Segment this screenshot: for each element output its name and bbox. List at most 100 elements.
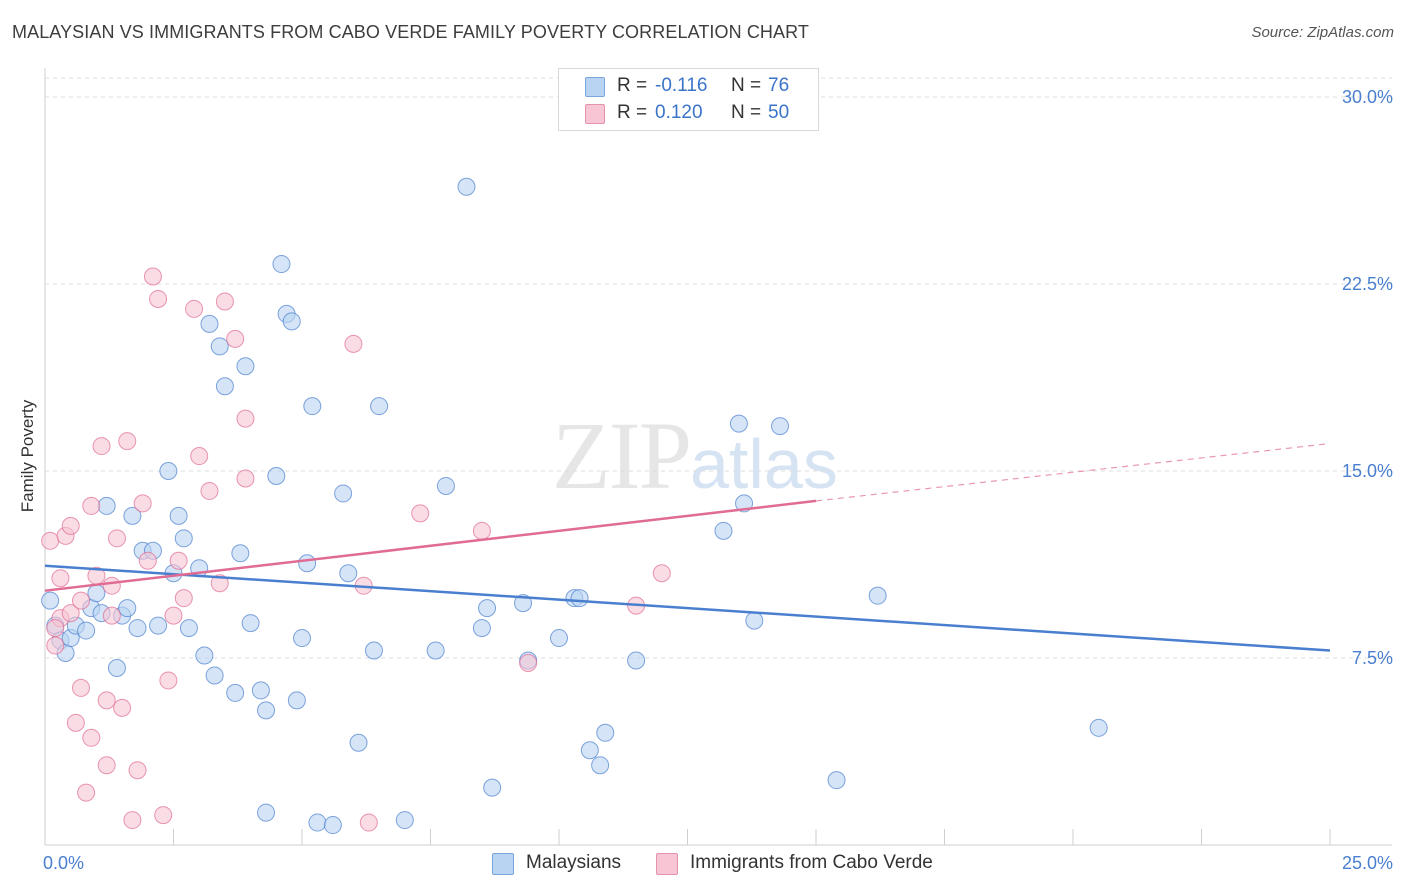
point-cabo-verde [159,671,178,690]
point-cabo-verde [41,531,60,550]
legend-r-value: 0.120 [655,102,703,123]
point-malaysians [339,564,358,583]
trend-lines [44,442,1331,652]
point-malaysians [596,723,615,742]
point-malaysians [195,646,214,665]
y-tick-label: 15.0% [1342,461,1393,481]
point-malaysians [226,683,245,702]
legend-n-value: 76 [768,75,790,96]
point-malaysians [298,554,317,573]
point-cabo-verde [51,569,70,588]
point-malaysians [210,337,229,356]
point-malaysians [118,599,137,618]
watermark-atlas: atlas [690,425,838,503]
point-cabo-verde [164,606,183,625]
point-cabo-verde [226,329,245,348]
point-cabo-verde [210,574,229,593]
point-cabo-verde [118,432,137,451]
point-malaysians [745,611,764,630]
point-malaysians [426,641,445,660]
point-malaysians [77,621,96,640]
point-cabo-verde [190,447,209,466]
point-malaysians [251,681,270,700]
watermark: ZIPatlas [552,400,838,511]
legend-swatch-cabo-verde [585,104,605,124]
point-cabo-verde [411,504,430,523]
point-malaysians [169,506,188,525]
legend-n-label: N = [731,75,762,96]
point-cabo-verde [652,564,671,583]
legend-swatch-malaysians [585,77,605,97]
point-malaysians [436,476,455,495]
point-malaysians [97,496,116,515]
point-cabo-verde [71,678,90,697]
point-malaysians [257,701,276,720]
point-malaysians [282,312,301,331]
point-cabo-verde [46,636,65,655]
point-malaysians [159,462,178,480]
trend-line-cabo-verde [44,499,817,592]
point-cabo-verde [200,481,219,500]
point-cabo-verde [169,551,188,570]
point-malaysians [714,521,733,540]
point-cabo-verde [82,728,101,747]
legend-r-label: R = [617,75,648,96]
point-cabo-verde [61,516,80,535]
point-cabo-verde [359,813,378,832]
point-malaysians [349,733,368,752]
point-cabo-verde [236,409,255,428]
point-cabo-verde [66,713,85,732]
y-tick-label: 22.5% [1342,274,1393,294]
legend-r-value: -0.116 [655,75,708,96]
point-cabo-verde [46,619,65,638]
point-malaysians [478,599,497,618]
data-points [41,177,1108,835]
point-malaysians [123,506,142,525]
point-malaysians [514,594,533,613]
watermark-zip: ZIP [552,402,692,509]
point-malaysians [1089,718,1108,737]
point-malaysians [128,619,147,638]
point-cabo-verde [236,469,255,488]
point-malaysians [334,484,353,503]
point-malaysians [580,741,599,760]
point-cabo-verde [154,806,173,825]
point-cabo-verde [71,591,90,610]
point-cabo-verde [107,529,126,548]
point-malaysians [457,177,476,196]
x-tick-label: 0.0% [43,853,84,873]
point-malaysians [364,641,383,660]
point-malaysians [308,813,327,832]
point-malaysians [205,666,224,685]
point-cabo-verde [77,783,96,802]
point-cabo-verde [138,551,157,570]
tick-labels: 7.5% 15.0% 22.5% 30.0% 0.0% 25.0% [43,87,1393,873]
legend-label-malaysians: Malaysians [526,852,622,873]
point-malaysians [483,778,502,797]
point-cabo-verde [174,589,193,608]
point-cabo-verde [149,289,168,308]
y-tick-label: 7.5% [1352,648,1393,668]
point-malaysians [179,619,198,638]
stats-legend: R = -0.116 N = 76 R = 0.120 N = 50 [558,68,819,131]
x-tick-label: 25.0% [1342,853,1393,873]
point-cabo-verde [102,606,121,625]
point-malaysians [550,629,568,648]
point-malaysians [395,811,414,830]
point-malaysians [827,771,846,790]
legend-label-cabo-verde: Immigrants from Cabo Verde [690,852,933,873]
point-cabo-verde [92,437,111,456]
trend-line-malaysians [44,564,1331,652]
point-malaysians [323,816,342,835]
point-cabo-verde [344,334,363,353]
point-cabo-verde [123,811,142,830]
legend-swatch-malaysians [492,853,514,875]
point-malaysians [287,691,306,710]
point-malaysians [303,397,322,416]
source-label: Source: ZipAtlas.com [1251,24,1394,41]
point-malaysians [370,397,389,416]
point-malaysians [729,414,748,433]
point-malaysians [215,377,234,396]
point-cabo-verde [472,521,491,540]
